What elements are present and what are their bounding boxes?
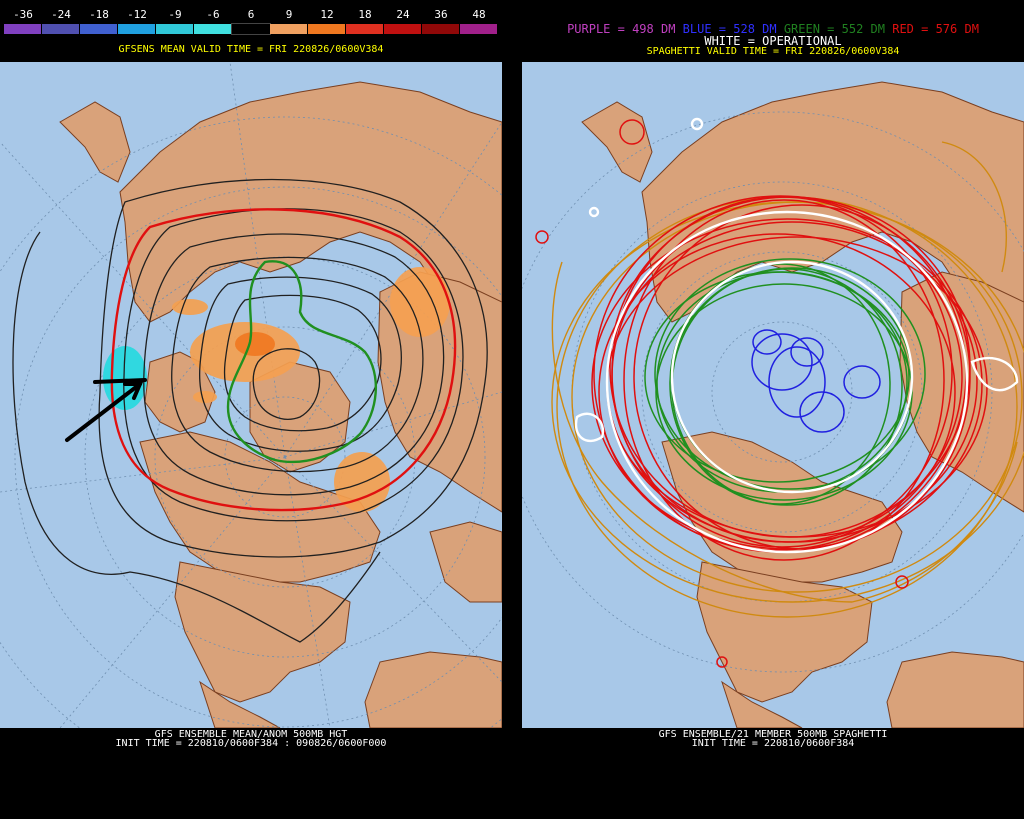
spaghetti-valid-time: SPAGHETTI VALID TIME = FRI 220826/0600V3… xyxy=(646,46,900,57)
panel-divider xyxy=(502,0,522,819)
lat-grid xyxy=(522,111,1024,673)
land-south-america xyxy=(886,651,1024,728)
colorbar-swatch xyxy=(194,24,232,34)
height-contours xyxy=(12,178,488,643)
scale-label: -9 xyxy=(168,8,182,21)
strong-positive-anomaly xyxy=(235,332,275,356)
polar-stereographic-map-spaghetti xyxy=(522,62,1024,728)
colorbar-swatch xyxy=(4,24,42,34)
green-552dm-contour xyxy=(226,260,377,464)
scale-label: 12 xyxy=(320,8,334,21)
legend-blue: BLUE = 528 DM xyxy=(682,22,777,36)
colorbar-labels: -36 -24 -18 -12 -9 -6 6 9 12 18 24 36 48 xyxy=(4,8,498,22)
land-south-america xyxy=(364,651,502,728)
colorbar-swatch xyxy=(308,24,346,34)
colorbar-swatch xyxy=(422,24,460,34)
legend-red: RED = 576 DM xyxy=(892,22,979,36)
scale-label: -36 xyxy=(13,8,33,21)
mean-anomaly-panel: -36 -24 -18 -12 -9 -6 6 9 12 18 24 36 48… xyxy=(0,0,502,819)
scale-label: 24 xyxy=(396,8,410,21)
scale-label: -12 xyxy=(127,8,147,21)
mean-product-title: GFS ENSEMBLE MEAN/ANOM 500MB HGT xyxy=(154,729,348,740)
legend-white-operational: WHITE = OPERATIONAL xyxy=(704,34,842,48)
land-mexico xyxy=(721,680,803,728)
polar-stereographic-map-mean xyxy=(0,62,502,728)
scale-label: -6 xyxy=(206,8,220,21)
red-576dm-contour xyxy=(110,208,457,512)
spaghetti-product-title: GFS ENSEMBLE/21 MEMBER 500MB SPAGHETTI xyxy=(658,729,888,740)
scale-label: -24 xyxy=(51,8,71,21)
blue-spaghetti-contours xyxy=(751,329,881,433)
anomaly-colorbar xyxy=(4,23,498,35)
colorbar-swatch xyxy=(118,24,156,34)
land-canada xyxy=(139,431,381,583)
colorbar-swatch xyxy=(384,24,422,34)
scale-label: -18 xyxy=(89,8,109,21)
land-usa xyxy=(174,561,351,703)
colorbar-swatch xyxy=(270,24,308,34)
spaghetti-panel: PURPLE = 498 DM BLUE = 528 DM GREEN = 55… xyxy=(522,0,1024,819)
land-japan xyxy=(59,101,131,183)
spaghetti-init-time: INIT TIME = 220810/0600F384 xyxy=(691,738,855,749)
scale-label: 36 xyxy=(434,8,448,21)
colorbar-swatch xyxy=(346,24,384,34)
colorbar-swatch xyxy=(231,23,271,35)
land-alaska xyxy=(144,351,216,433)
land-north-africa xyxy=(429,521,502,603)
colorbar-swatch xyxy=(80,24,118,34)
lat-grid xyxy=(0,116,502,728)
scale-label: 48 xyxy=(472,8,486,21)
legend-green: GREEN = 552 DM xyxy=(783,22,885,36)
spaghetti-legend: PURPLE = 498 DM BLUE = 528 DM GREEN = 55… xyxy=(522,22,1024,36)
scale-label: 6 xyxy=(247,8,255,21)
colorbar-swatch xyxy=(42,24,80,34)
legend-purple: PURPLE = 498 DM xyxy=(567,22,676,36)
mean-init-time: INIT TIME = 220810/0600F384 : 090826/060… xyxy=(115,738,387,749)
white-operational-contours xyxy=(574,117,1019,554)
annotation-arrows xyxy=(65,378,147,442)
lon-grid xyxy=(0,62,502,728)
colorbar-swatch xyxy=(156,24,194,34)
colorbar-swatch xyxy=(460,24,498,34)
land-mexico xyxy=(199,680,281,728)
scale-label: 9 xyxy=(285,8,293,21)
land-asia xyxy=(119,81,502,353)
scale-label: 18 xyxy=(358,8,372,21)
land-japan xyxy=(581,101,653,183)
mean-valid-time: GFSENS MEAN VALID TIME = FRI 220826/0600… xyxy=(118,44,384,55)
